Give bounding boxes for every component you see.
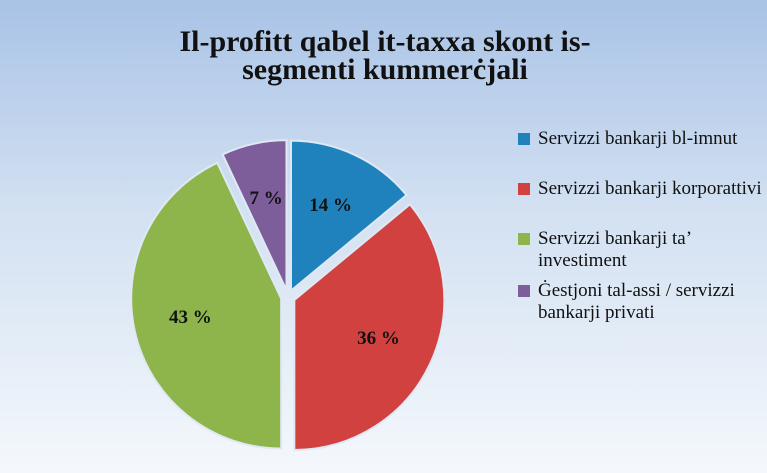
legend-swatch <box>518 183 530 195</box>
legend-swatch <box>518 285 530 297</box>
legend-label: Ġestjoni tal-assi / servizzi bankarji pr… <box>538 280 735 323</box>
data-label: 43 % <box>169 307 212 328</box>
legend-label: Servizzi bankarji bl-imnut <box>538 128 738 149</box>
legend-item: Servizzi bankarji bl-imnut <box>518 128 763 150</box>
legend-item: Servizzi bankarji korporattivi <box>518 178 763 200</box>
pie-slice <box>293 202 446 451</box>
data-label: 14 % <box>309 195 352 216</box>
pie-slice <box>221 139 288 291</box>
legend-label: Servizzi bankarji ta’ investiment <box>538 228 691 271</box>
legend-swatch <box>518 233 530 245</box>
chart-title: Il-profitt qabel it-taxxa skont is-segme… <box>179 25 591 86</box>
legend-item: Servizzi bankarji ta’ investiment <box>518 228 763 272</box>
pie-slice <box>130 161 283 450</box>
data-label: 7 % <box>250 188 283 209</box>
legend-label: Servizzi bankarji korporattivi <box>538 178 762 199</box>
legend-item: Ġestjoni tal-assi / servizzi bankarji pr… <box>518 280 763 324</box>
data-label: 36 % <box>357 328 400 349</box>
legend-swatch <box>518 133 530 145</box>
pie-slice <box>289 139 408 293</box>
